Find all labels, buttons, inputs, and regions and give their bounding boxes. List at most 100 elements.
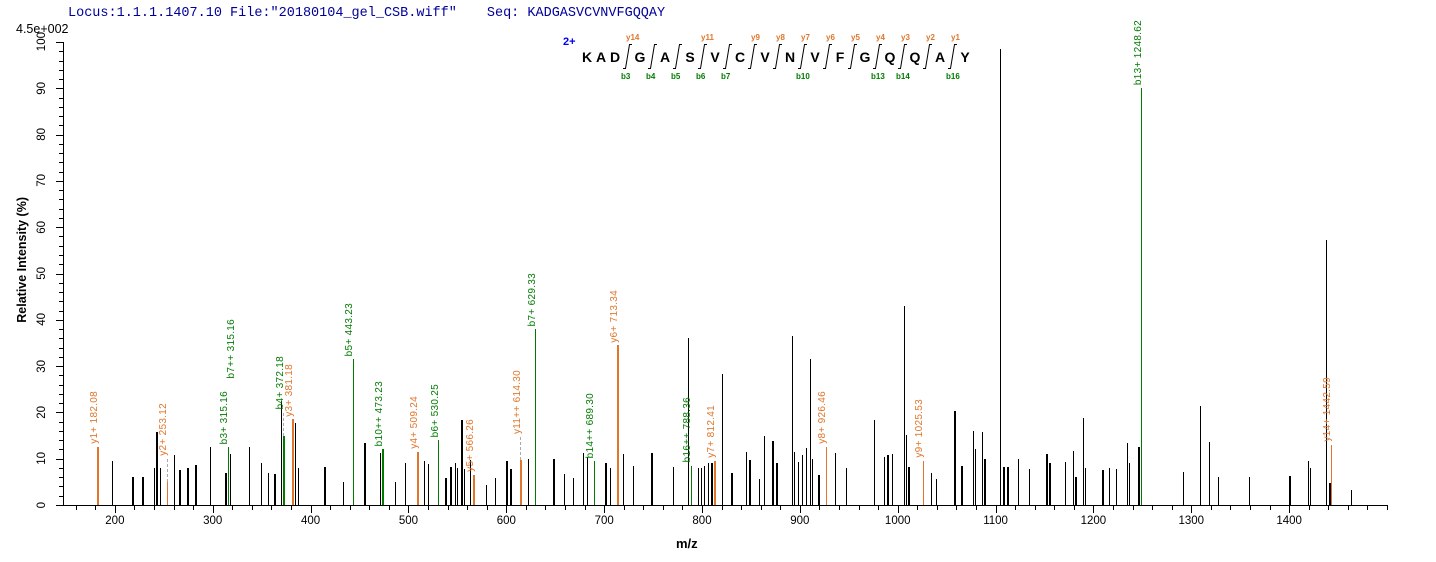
y-tick-text: 100 xyxy=(36,32,48,52)
x-minor-tick xyxy=(154,505,156,510)
ion-label-text: y1+ 182.08 xyxy=(88,391,100,445)
peak-label-y8+: y8+ 926.46 xyxy=(815,391,831,444)
x-major-tick xyxy=(310,505,312,513)
spectrum-peak xyxy=(156,431,158,505)
x-minor-tick xyxy=(662,505,664,510)
spectrum-peak xyxy=(572,477,575,505)
x-tick-label: 300 xyxy=(203,515,223,527)
b-ion-marker: b14 xyxy=(896,72,910,81)
residue-A: A xyxy=(659,49,671,65)
spectrum-peak xyxy=(749,460,751,505)
peak-label-y2+: y2+ 253.12 xyxy=(156,403,172,456)
spectrum-peak xyxy=(954,411,956,505)
residue-G: G xyxy=(859,49,871,65)
x-minor-tick xyxy=(525,505,527,510)
fragment-cut-mark: y14 b3 xyxy=(621,33,639,81)
spectrum-peak xyxy=(274,473,276,505)
residue-Y: Y xyxy=(960,49,970,65)
y-tick-text: 20 xyxy=(36,405,48,419)
y-minor-tick xyxy=(59,60,64,62)
spectrum-peak xyxy=(342,481,345,505)
spectrum-peak xyxy=(1007,466,1009,505)
ion-peak-y8+ xyxy=(825,447,828,505)
fragment-cut-mark: y7 b10 xyxy=(796,33,810,81)
spectrum-peak xyxy=(891,454,894,505)
spectrum-peak xyxy=(470,459,472,505)
y-minor-tick xyxy=(59,449,64,451)
spectrum-peak xyxy=(930,472,933,505)
b-ion-marker: b3 xyxy=(621,72,631,81)
x-tick-label: 1000 xyxy=(884,515,911,527)
y-ion-marker: y8 xyxy=(776,33,785,42)
cut-line-icon xyxy=(948,44,957,69)
fragment-cut-mark: y9 xyxy=(747,33,760,80)
x-tick-label: 1300 xyxy=(1178,515,1205,527)
ion-peak-y4+ xyxy=(417,451,419,505)
y-minor-tick xyxy=(59,403,64,405)
fragment-cut-mark: y6 xyxy=(822,33,835,80)
cut-line-icon xyxy=(798,44,807,69)
y-minor-tick xyxy=(59,208,64,210)
x-major-tick xyxy=(212,505,214,513)
b-ion-marker: b13 xyxy=(871,72,885,81)
x-tick-label: 800 xyxy=(692,515,712,527)
y-minor-tick xyxy=(59,264,64,266)
x-minor-tick xyxy=(584,505,586,510)
y-minor-tick xyxy=(59,69,64,71)
spectrum-peak xyxy=(632,466,634,505)
y-minor-tick xyxy=(59,106,64,108)
spectrum-peak xyxy=(132,476,134,505)
x-major-tick xyxy=(1093,505,1095,513)
y-minor-tick xyxy=(59,495,64,497)
spectrum-peak xyxy=(776,463,778,505)
spectrum-peak xyxy=(582,453,585,505)
y-minor-tick xyxy=(59,356,64,358)
residue-G: G xyxy=(634,49,646,65)
y-minor-tick xyxy=(59,190,64,192)
y-minor-tick xyxy=(59,292,64,294)
ion-label-text: y3+ 381.18 xyxy=(283,363,295,417)
cut-line-icon xyxy=(723,44,732,69)
cut-line-icon xyxy=(823,44,832,69)
y-tick-label: 40 xyxy=(34,300,50,340)
spectrum-peak xyxy=(687,338,690,505)
spectrum-peak xyxy=(229,454,232,505)
x-minor-tick xyxy=(447,505,449,510)
residue-A: A xyxy=(595,49,607,65)
residue-F: F xyxy=(835,49,845,65)
spectrum-peak xyxy=(801,455,804,505)
y-minor-tick xyxy=(59,97,64,99)
spectrum-peak xyxy=(187,467,189,505)
plot-area[interactable]: 0 10 20 30 40 50 60 70 80 90 100 200 300 400 500 600 700… xyxy=(36,20,1388,527)
ion-peak-b13+ xyxy=(1141,88,1143,505)
x-minor-tick xyxy=(1015,505,1017,510)
residue-S: S xyxy=(685,49,695,65)
cut-line-icon xyxy=(898,44,907,69)
spectrum-peak xyxy=(845,467,848,505)
y-ion-marker: y9 xyxy=(751,33,760,42)
x-minor-tick xyxy=(1152,505,1154,510)
y-minor-tick xyxy=(59,245,64,247)
fragment-cut-mark: y5 xyxy=(847,33,860,80)
spectrum-peak xyxy=(427,464,430,505)
ion-peak-y7+ xyxy=(714,461,716,505)
x-minor-tick xyxy=(75,505,77,510)
peak-label-y6+: y6+ 713.34 xyxy=(606,290,622,343)
x-minor-tick xyxy=(1328,505,1330,510)
ion-peak-y3+ xyxy=(292,419,294,505)
y-minor-tick xyxy=(59,421,64,423)
spectrum-peak xyxy=(707,463,710,505)
x-major-tick xyxy=(1289,505,1291,513)
spectrum-peak xyxy=(1128,463,1131,505)
spectrum-peak xyxy=(280,400,283,505)
x-major-tick xyxy=(408,505,410,513)
ion-peak-y11++ xyxy=(520,460,522,505)
spectrum-peak xyxy=(1248,477,1250,505)
y-major-tick xyxy=(56,412,64,414)
spectrum-peak xyxy=(294,422,297,505)
y-minor-tick xyxy=(59,375,64,377)
spectrum-peak xyxy=(111,461,114,505)
spectrum-peak xyxy=(142,476,144,505)
spectrum-peak xyxy=(1217,477,1220,505)
